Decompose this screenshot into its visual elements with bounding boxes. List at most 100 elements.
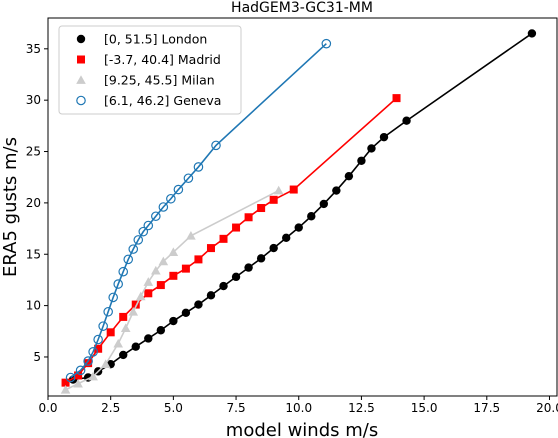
legend-label: [9.25, 45.5] Milan: [104, 73, 215, 88]
legend-marker: [76, 75, 86, 84]
data-point: [128, 306, 139, 316]
y-tick-label: 15: [26, 247, 41, 261]
y-tick-label: 20: [26, 196, 41, 210]
data-point: [289, 185, 298, 194]
data-point: [94, 344, 103, 353]
data-point: [100, 359, 111, 368]
data-point: [367, 144, 376, 153]
x-tick-label: 0.0: [38, 401, 57, 415]
data-point: [166, 193, 176, 204]
data-point: [332, 186, 341, 195]
legend-entry: [0, 51.5] London: [76, 32, 207, 47]
legend-entry: [9.25, 45.5] Milan: [76, 73, 215, 88]
data-point: [181, 308, 191, 317]
legend-label: [-3.7, 40.4] Madrid: [104, 52, 221, 67]
data-point: [273, 185, 284, 195]
data-point: [194, 300, 203, 309]
data-point: [138, 226, 149, 237]
data-point: [232, 223, 241, 232]
chart-title: HadGEM3-GC31-MM: [231, 0, 373, 16]
data-point: [219, 234, 228, 243]
data-point: [206, 244, 215, 253]
data-point: [119, 312, 128, 321]
legend-label: [6.1, 46.2] Geneva: [104, 93, 221, 108]
data-point: [173, 184, 184, 195]
data-point: [206, 291, 216, 300]
data-point: [88, 371, 98, 381]
data-point: [88, 347, 98, 357]
legend-marker: [76, 34, 86, 44]
data-point: [307, 212, 316, 221]
x-tick-label: 20.0: [536, 401, 558, 415]
y-tick-label: 10: [26, 299, 41, 313]
data-point: [84, 359, 93, 368]
y-tick-label: 30: [26, 93, 41, 107]
y-axis-title: ERA5 gusts m/s: [0, 137, 21, 277]
legend: [0, 51.5] London [-3.7, 40.4] Madrid [9.25…: [58, 25, 242, 115]
data-point: [183, 173, 194, 184]
data-point: [158, 202, 169, 212]
data-point: [344, 171, 354, 181]
data-point: [193, 162, 204, 172]
data-point: [527, 29, 537, 38]
series-2: [60, 185, 284, 394]
data-point: [118, 266, 129, 277]
data-point: [169, 316, 178, 326]
data-point: [257, 204, 266, 213]
data-point: [143, 277, 154, 286]
series-line: [65, 97, 398, 384]
data-point: [120, 323, 131, 333]
data-point: [169, 271, 178, 280]
data-point: [119, 350, 128, 360]
data-point: [123, 254, 134, 265]
data-point: [282, 233, 291, 243]
legend-entry: [-3.7, 40.4] Madrid: [77, 52, 221, 67]
plot-frame: [47, 17, 558, 397]
y-tick-label: 5: [33, 350, 41, 364]
data-point: [231, 272, 241, 282]
data-point: [103, 306, 113, 317]
data-point: [244, 263, 253, 272]
data-point: [133, 235, 144, 245]
data-point: [186, 230, 196, 240]
legend-marker: [77, 55, 85, 64]
data-point: [98, 321, 108, 331]
x-tick-label: 15.0: [411, 401, 438, 415]
x-tick-label: 5.0: [164, 401, 183, 415]
data-point: [294, 223, 303, 232]
x-tick-label: 2.5: [101, 401, 120, 415]
data-point: [211, 140, 221, 151]
data-point: [144, 334, 153, 343]
data-point: [151, 211, 161, 222]
data-point: [357, 156, 366, 165]
x-tick-label: 10.0: [285, 401, 312, 415]
y-tick-label: 35: [26, 42, 41, 56]
data-point: [392, 94, 401, 103]
data-point: [60, 385, 71, 394]
data-point: [75, 365, 86, 376]
data-point: [131, 342, 140, 351]
x-tick-label: 7.5: [227, 401, 246, 415]
data-point: [144, 289, 153, 298]
data-point: [321, 38, 332, 49]
series-1: [61, 94, 401, 387]
data-point: [244, 213, 253, 222]
data-point: [128, 244, 139, 254]
x-tick-label: 17.5: [473, 401, 500, 415]
data-point: [219, 281, 228, 291]
plot-area: [60, 29, 537, 394]
legend-label: [0, 51.5] London: [104, 32, 207, 47]
legend-entry: [6.1, 46.2] Geneva: [76, 93, 221, 108]
data-point: [151, 265, 161, 275]
data-point: [319, 199, 329, 209]
data-point: [135, 291, 146, 301]
data-point: [143, 220, 154, 231]
data-point: [402, 116, 411, 125]
data-point: [256, 254, 266, 263]
data-point: [83, 356, 93, 366]
data-point: [61, 378, 70, 387]
legend-box: [58, 25, 242, 115]
axes: 0.0 2.5 5.0 7.5 10.0 12.5 15.0 17.5 20.0 5 10 15 20 2…: [26, 17, 558, 415]
data-point: [158, 256, 169, 266]
